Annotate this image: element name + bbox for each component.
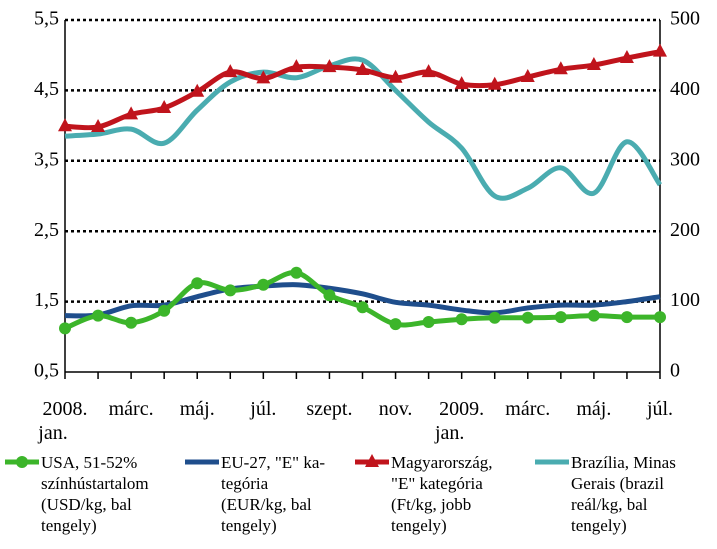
point bbox=[620, 311, 633, 324]
y-tick-label: 5,5 bbox=[34, 8, 59, 30]
x-tick-label: szept. bbox=[306, 398, 352, 420]
x-tick-label: júl. bbox=[646, 398, 673, 420]
y2-tick-label: 100 bbox=[670, 289, 700, 311]
point bbox=[322, 59, 337, 73]
y2-tick-label: 400 bbox=[670, 78, 700, 100]
y2-tick-label: 300 bbox=[670, 148, 700, 170]
point bbox=[521, 311, 534, 324]
y2-tick-label: 500 bbox=[670, 8, 700, 30]
x-tick-label: márc. bbox=[505, 398, 550, 420]
point bbox=[421, 64, 436, 78]
point bbox=[59, 322, 71, 335]
x-tick-label: máj. bbox=[576, 398, 611, 420]
point bbox=[323, 289, 336, 302]
y-tick-label: 1,5 bbox=[34, 289, 59, 311]
legend-label: Magyarország, "E" kategória (Ft/kg, jobb… bbox=[391, 453, 493, 535]
point bbox=[454, 76, 469, 90]
point bbox=[619, 50, 634, 64]
series-line bbox=[64, 56, 663, 201]
x-tick-label: 2008. jan. bbox=[37, 398, 87, 444]
x-tick-label: márc. bbox=[109, 398, 154, 420]
point bbox=[190, 83, 205, 97]
y2-tick-label: 0 bbox=[670, 360, 680, 382]
y-tick-label: 4,5 bbox=[34, 78, 59, 100]
point bbox=[125, 316, 138, 329]
point bbox=[223, 64, 238, 78]
point bbox=[224, 284, 237, 297]
point bbox=[587, 309, 600, 322]
point bbox=[520, 69, 535, 83]
point bbox=[554, 311, 567, 324]
point bbox=[356, 301, 369, 314]
point bbox=[290, 266, 303, 279]
point bbox=[355, 61, 370, 75]
y2-tick-label: 200 bbox=[670, 219, 700, 241]
point bbox=[389, 318, 402, 331]
point bbox=[58, 118, 72, 132]
legend-label: Brazília, Minas Gerais (brazil reál/kg, … bbox=[571, 453, 676, 535]
point bbox=[191, 277, 204, 290]
point bbox=[388, 69, 403, 83]
point bbox=[586, 57, 601, 71]
point bbox=[92, 309, 105, 322]
y-tick-label: 3,5 bbox=[34, 148, 59, 170]
legend-marker bbox=[365, 454, 379, 467]
y-tick-label: 0,5 bbox=[34, 360, 59, 382]
point bbox=[653, 43, 667, 57]
point bbox=[654, 311, 666, 324]
point bbox=[488, 311, 501, 324]
x-tick-label: nov. bbox=[379, 398, 413, 420]
legend-marker bbox=[16, 456, 28, 468]
point bbox=[157, 100, 172, 113]
point bbox=[553, 61, 568, 75]
point bbox=[289, 59, 304, 73]
point bbox=[422, 316, 435, 329]
x-tick-label: máj. bbox=[180, 398, 215, 420]
point bbox=[124, 106, 139, 120]
point bbox=[91, 119, 106, 133]
x-tick-label: 2009. jan. bbox=[434, 398, 484, 444]
point bbox=[158, 304, 171, 317]
point bbox=[256, 70, 271, 84]
point bbox=[487, 76, 502, 90]
legend-label: USA, 51-52% színhústartalom (USD/kg, bal… bbox=[41, 453, 149, 535]
x-tick-label: júl. bbox=[249, 398, 276, 420]
point bbox=[455, 313, 468, 326]
point bbox=[257, 278, 270, 291]
y-tick-label: 2,5 bbox=[34, 219, 59, 241]
legend-label: EU-27, "E" ka- tegória (EUR/kg, bal teng… bbox=[221, 453, 326, 535]
